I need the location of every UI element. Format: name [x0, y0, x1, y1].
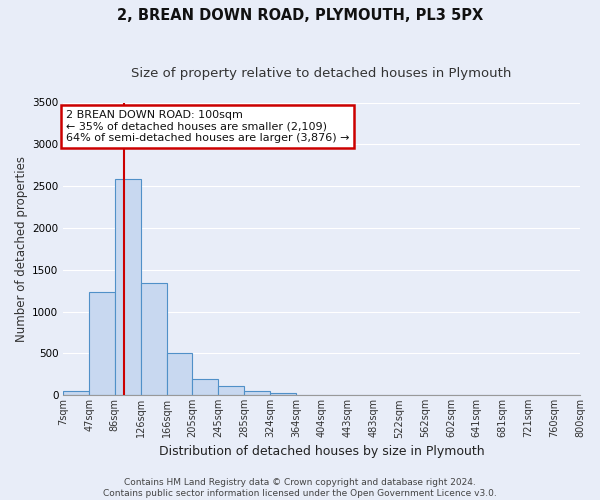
Bar	[192, 378, 218, 396]
Text: 2 BREAN DOWN ROAD: 100sqm
← 35% of detached houses are smaller (2,109)
64% of se: 2 BREAN DOWN ROAD: 100sqm ← 35% of detac…	[66, 110, 349, 143]
Bar	[63, 391, 89, 396]
Bar	[115, 178, 141, 396]
Bar	[167, 354, 192, 396]
Text: Contains HM Land Registry data © Crown copyright and database right 2024.
Contai: Contains HM Land Registry data © Crown c…	[103, 478, 497, 498]
Title: Size of property relative to detached houses in Plymouth: Size of property relative to detached ho…	[131, 68, 512, 80]
Bar	[89, 292, 115, 396]
Text: 2, BREAN DOWN ROAD, PLYMOUTH, PL3 5PX: 2, BREAN DOWN ROAD, PLYMOUTH, PL3 5PX	[117, 8, 483, 22]
Bar	[141, 283, 167, 396]
Bar	[244, 391, 270, 396]
Y-axis label: Number of detached properties: Number of detached properties	[15, 156, 28, 342]
Bar	[218, 386, 244, 396]
X-axis label: Distribution of detached houses by size in Plymouth: Distribution of detached houses by size …	[159, 444, 484, 458]
Bar	[270, 393, 296, 396]
